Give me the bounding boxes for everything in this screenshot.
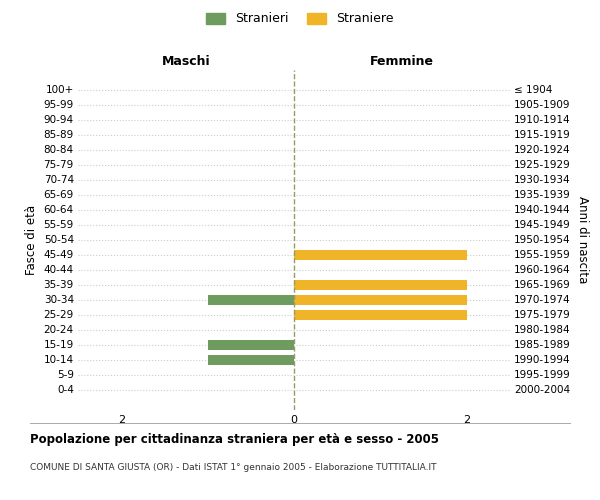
Legend: Stranieri, Straniere: Stranieri, Straniere: [203, 8, 397, 29]
Bar: [294, 250, 467, 260]
Bar: [294, 310, 467, 320]
Bar: [208, 340, 294, 349]
Y-axis label: Anni di nascita: Anni di nascita: [577, 196, 589, 284]
Bar: [294, 280, 467, 290]
Bar: [294, 295, 467, 304]
Text: COMUNE DI SANTA GIUSTA (OR) - Dati ISTAT 1° gennaio 2005 - Elaborazione TUTTITAL: COMUNE DI SANTA GIUSTA (OR) - Dati ISTAT…: [30, 462, 437, 471]
Bar: [208, 355, 294, 364]
Text: Popolazione per cittadinanza straniera per età e sesso - 2005: Popolazione per cittadinanza straniera p…: [30, 432, 439, 446]
Text: Femmine: Femmine: [370, 55, 434, 68]
Y-axis label: Fasce di età: Fasce di età: [25, 205, 38, 275]
Bar: [208, 295, 294, 304]
Text: Maschi: Maschi: [161, 55, 211, 68]
